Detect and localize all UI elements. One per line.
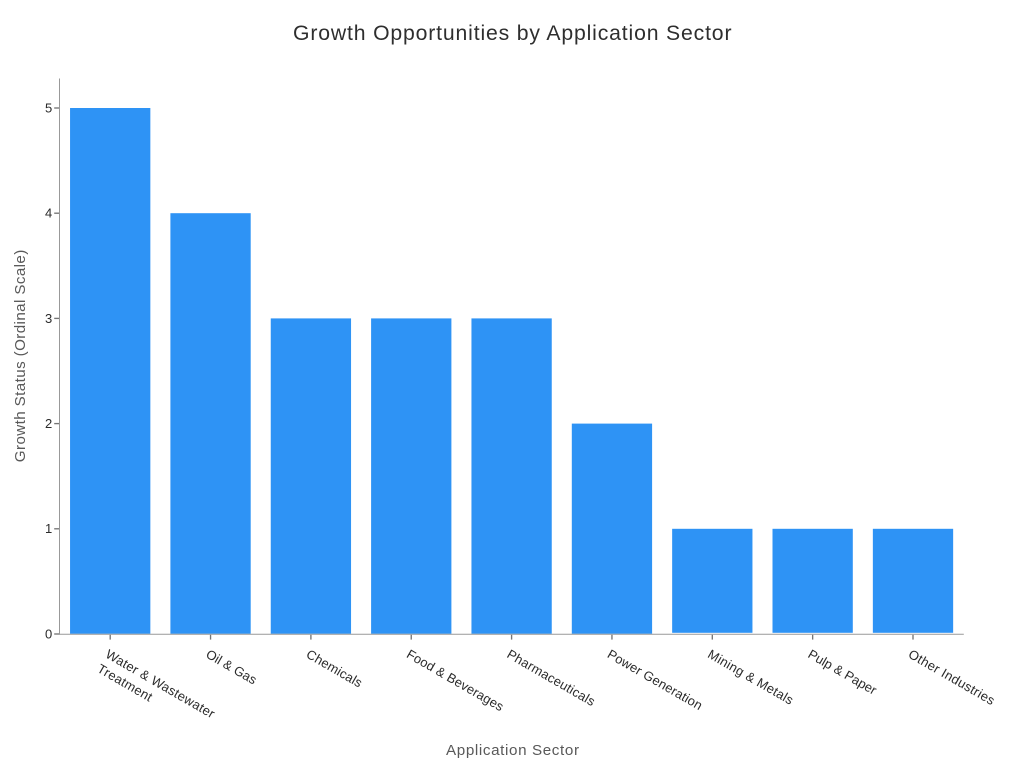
svg-text:4: 4 xyxy=(45,206,52,221)
svg-text:3: 3 xyxy=(45,311,52,326)
svg-text:1: 1 xyxy=(45,521,52,536)
svg-text:2: 2 xyxy=(45,416,52,431)
svg-text:Growth Opportunities by Applic: Growth Opportunities by Application Sect… xyxy=(293,22,732,45)
svg-text:Application Sector: Application Sector xyxy=(446,742,579,759)
svg-text:5: 5 xyxy=(45,100,52,115)
svg-text:0: 0 xyxy=(45,626,52,641)
svg-text:Growth Status (Ordinal Scale): Growth Status (Ordinal Scale) xyxy=(12,250,29,463)
